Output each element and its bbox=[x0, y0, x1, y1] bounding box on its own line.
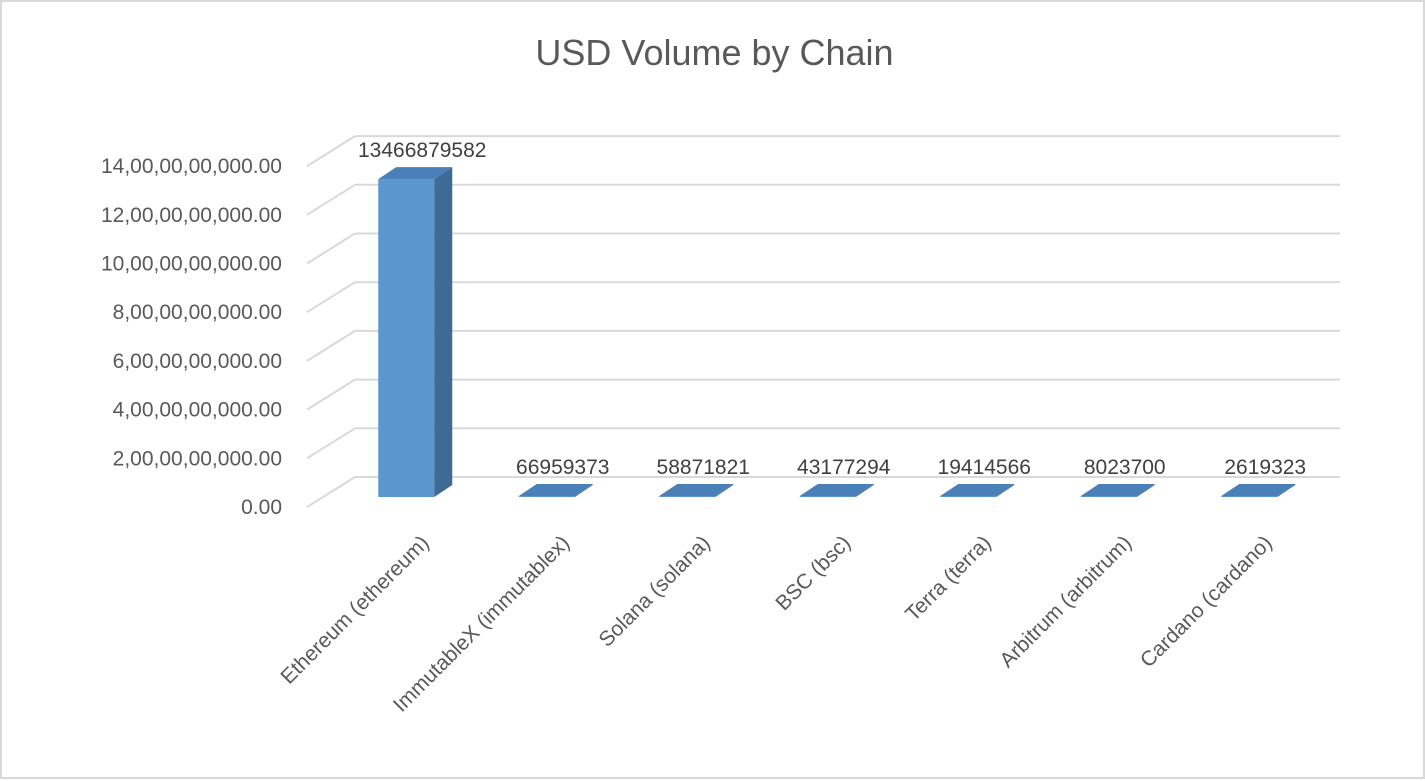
y-tick-label: 14,00,00,00,000.00 bbox=[101, 155, 282, 178]
data-label: 43177294 bbox=[797, 456, 891, 479]
y-tick-label: 6,00,00,00,000.00 bbox=[113, 350, 282, 373]
bar-top bbox=[659, 484, 734, 496]
bar-top bbox=[799, 484, 874, 496]
y-tick-label: 8,00,00,00,000.00 bbox=[113, 301, 282, 324]
y-tick-label: 4,00,00,00,000.00 bbox=[113, 399, 282, 422]
data-label: 19414566 bbox=[938, 456, 1031, 479]
y-tick-label: 2,00,00,00,000.00 bbox=[113, 447, 282, 470]
bar-top bbox=[518, 484, 593, 496]
data-label: 2619323 bbox=[1224, 456, 1306, 479]
bar-top bbox=[1221, 484, 1296, 496]
category-label: Solana (solana) bbox=[595, 531, 715, 651]
category-label: Terra (terra) bbox=[901, 531, 996, 626]
y-tick-label: 10,00,00,00,000.00 bbox=[101, 253, 282, 276]
bar bbox=[378, 179, 435, 497]
category-label: Arbitrum (arbitrum) bbox=[995, 531, 1136, 672]
y-tick-label: 0.00 bbox=[241, 496, 282, 519]
y-tick-label: 12,00,00,00,000.00 bbox=[101, 204, 282, 227]
bar-side bbox=[715, 484, 734, 497]
gridline-diagonal bbox=[306, 427, 356, 460]
bar-top bbox=[1080, 484, 1155, 496]
bar-side bbox=[574, 484, 593, 497]
category-label: Ethereum (ethereum) bbox=[276, 531, 433, 688]
bar-top bbox=[940, 484, 1015, 496]
bar-side bbox=[1136, 484, 1155, 497]
gridline-diagonal bbox=[306, 281, 356, 314]
bar bbox=[1221, 496, 1278, 497]
gridline-diagonal bbox=[306, 378, 356, 411]
gridline-diagonal bbox=[306, 476, 356, 508]
bar bbox=[659, 496, 716, 497]
data-label: 66959373 bbox=[516, 456, 609, 479]
bar-side bbox=[855, 484, 874, 497]
gridline-diagonal bbox=[306, 135, 356, 167]
bar-side bbox=[434, 167, 453, 497]
bar-side bbox=[996, 484, 1015, 497]
bar bbox=[940, 496, 997, 497]
data-label: 58871821 bbox=[657, 456, 750, 479]
gridline-diagonal bbox=[306, 232, 356, 265]
category-label: Cardano (cardano) bbox=[1136, 531, 1277, 672]
category-label: BSC (bsc) bbox=[771, 531, 855, 615]
bar-side bbox=[1277, 484, 1296, 497]
chart-title: USD Volume by Chain bbox=[535, 32, 894, 73]
bar bbox=[518, 496, 575, 497]
gridline-diagonal bbox=[306, 330, 356, 362]
gridline-diagonal bbox=[306, 183, 356, 216]
bar-top bbox=[378, 167, 453, 180]
data-label: 13466879582 bbox=[358, 139, 486, 162]
data-label: 8023700 bbox=[1084, 456, 1166, 479]
bar bbox=[1080, 496, 1137, 497]
bar bbox=[799, 496, 856, 497]
